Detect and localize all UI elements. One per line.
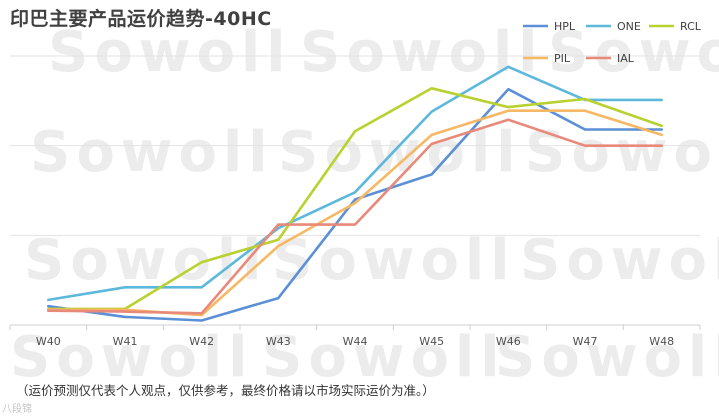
- legend: HPL ONE RCL PIL IAL: [523, 20, 702, 65]
- x-tick-label: W46: [496, 335, 521, 348]
- x-tick-label: W41: [113, 335, 138, 348]
- corner-mark: 八段锦: [2, 404, 32, 415]
- x-tick-label: W43: [266, 335, 291, 348]
- x-axis: W40 W41 W42 W43 W44 W45 W46 W47 W48: [9, 324, 701, 348]
- x-tick-label: W48: [649, 335, 674, 348]
- x-tick-label: W47: [573, 335, 598, 348]
- legend-label: ONE: [617, 20, 641, 33]
- legend-label: IAL: [617, 52, 635, 65]
- x-tick-label: W45: [419, 335, 444, 348]
- legend-label: RCL: [680, 20, 702, 33]
- series-lines: [46, 65, 664, 322]
- series-line-rcl: [46, 87, 664, 311]
- series-line-hpl: [46, 87, 664, 322]
- legend-label: PIL: [554, 52, 571, 65]
- legend-label: HPL: [554, 20, 576, 33]
- x-tick-label: W44: [343, 335, 368, 348]
- chart-title: 印巴主要产品运价趋势-40HC: [10, 8, 272, 30]
- series-line-one: [46, 65, 664, 302]
- x-tick-label: W40: [36, 335, 61, 348]
- series-line-ial: [46, 118, 664, 315]
- footnote: （运价预测仅代表个人观点，仅供参考，最终价格请以市场实际运价为准。）: [16, 383, 435, 398]
- x-tick-label: W42: [189, 335, 214, 348]
